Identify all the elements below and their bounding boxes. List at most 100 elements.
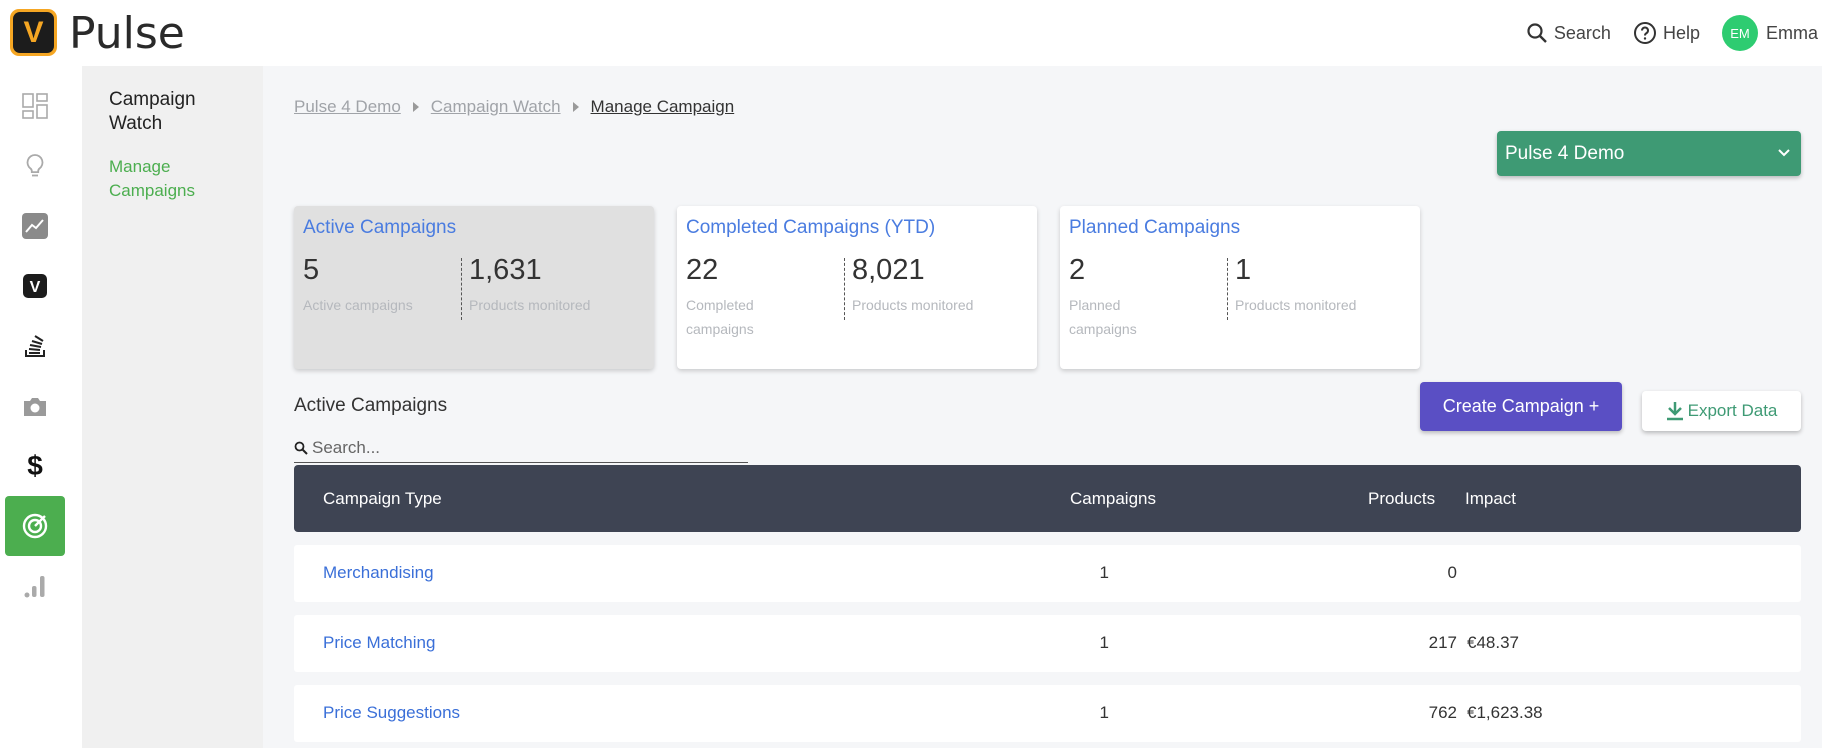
campaign-type-link[interactable]: Price Matching <box>323 633 436 652</box>
download-icon <box>1666 402 1683 421</box>
help-label: Help <box>1662 22 1700 43</box>
rail-stack[interactable] <box>5 316 65 376</box>
breadcrumb: Pulse 4 Demo Campaign Watch Manage Campa… <box>294 97 734 117</box>
rail-reports[interactable] <box>5 556 65 616</box>
export-data-button[interactable]: Export Data <box>1642 391 1801 431</box>
dollar-icon: $ <box>27 450 43 481</box>
help-button[interactable]: Help <box>1633 21 1700 45</box>
v-logo-icon: V <box>23 274 47 298</box>
breadcrumb-item-current[interactable]: Manage Campaign <box>590 97 735 116</box>
subnav-title: Campaign Watch <box>109 89 196 134</box>
stat-divider <box>461 258 462 320</box>
table-row: Price Suggestions 1 762 €1,623.38 <box>294 685 1801 742</box>
stat-value: 1,631 <box>469 254 542 286</box>
stat-label: Products monitored <box>1235 297 1357 313</box>
products-count: 217 <box>1428 633 1457 652</box>
card-stat-campaigns: 2 Planned campaigns <box>1069 254 1179 341</box>
stat-label: Products monitored <box>469 297 591 313</box>
stat-value: 22 <box>686 254 719 286</box>
stat-label: Completed campaigns <box>686 297 754 337</box>
card-stat-campaigns: 5 Active campaigns <box>303 254 433 317</box>
subnav-link-manage-campaigns[interactable]: Manage Campaigns <box>109 157 195 200</box>
stat-value: 5 <box>303 254 320 286</box>
camera-icon <box>24 398 46 416</box>
campaigns-count: 1 <box>1099 563 1109 582</box>
dashboard-icon <box>22 93 48 119</box>
rail-trends[interactable] <box>5 196 65 256</box>
header-actions: Search Help EM Emma <box>1504 14 1818 52</box>
column-header-campaign-type[interactable]: Campaign Type <box>323 489 442 508</box>
campaigns-count: 1 <box>1099 703 1109 722</box>
column-header-campaigns[interactable]: Campaigns <box>1070 489 1156 508</box>
stack-icon <box>25 335 45 357</box>
card-stat-products: 1 Products monitored <box>1235 254 1405 317</box>
main-content: Pulse 4 Demo Campaign Watch Manage Campa… <box>263 66 1822 748</box>
card-active-campaigns[interactable]: Active Campaigns 5 Active campaigns 1,63… <box>294 206 654 369</box>
stat-label: Planned campaigns <box>1069 297 1137 337</box>
target-icon <box>22 513 48 539</box>
breadcrumb-item-root[interactable]: Pulse 4 Demo <box>294 97 401 116</box>
search-button[interactable]: Search <box>1526 22 1611 44</box>
v-logo-letter: V <box>30 279 41 296</box>
campaign-search <box>294 433 748 463</box>
bar-chart-icon <box>24 576 45 598</box>
impact-value: €1,623.38 <box>1467 703 1543 722</box>
trend-chart-icon <box>22 213 48 239</box>
card-stat-products: 8,021 Products monitored <box>852 254 1022 317</box>
table-row: Price Matching 1 217 €48.37 <box>294 615 1801 672</box>
user-name: Emma <box>1765 22 1818 43</box>
app-logo[interactable]: V <box>10 9 57 56</box>
search-icon <box>1527 23 1547 43</box>
stat-label: Products monitored <box>852 297 974 313</box>
account-select-value: Pulse 4 Demo <box>1505 142 1625 164</box>
rail-pricing[interactable]: $ <box>5 436 65 496</box>
column-header-impact[interactable]: Impact <box>1465 489 1517 508</box>
table-header: Campaign Type Campaigns Products Impact <box>294 465 1801 532</box>
column-header-products[interactable]: Products <box>1368 489 1436 508</box>
card-stat-campaigns: 22 Completed campaigns <box>686 254 796 341</box>
rail-dashboard[interactable] <box>5 76 65 136</box>
campaign-watch-subnav: Campaign Watch Manage Campaigns <box>82 66 263 748</box>
rail-v-app[interactable]: V <box>5 256 65 316</box>
top-header: V Pulse Search Help EM Emma <box>0 0 1822 66</box>
section-title: Active Campaigns <box>294 395 448 416</box>
stat-divider <box>844 258 845 320</box>
breadcrumb-chevron-icon <box>412 102 419 112</box>
impact-value: €48.37 <box>1467 633 1519 652</box>
card-title: Active Campaigns <box>303 217 457 238</box>
card-stat-products: 1,631 Products monitored <box>469 254 639 317</box>
table-row: Merchandising 1 0 <box>294 545 1801 602</box>
stat-value: 8,021 <box>852 254 925 286</box>
app-title: Pulse <box>69 8 185 59</box>
stat-value: 1 <box>1235 254 1252 286</box>
stat-value: 2 <box>1069 254 1086 286</box>
campaigns-count: 1 <box>1099 633 1109 652</box>
products-count: 762 <box>1428 703 1457 722</box>
search-input[interactable] <box>312 437 732 458</box>
rail-camera[interactable] <box>5 376 65 436</box>
account-select[interactable]: Pulse 4 Demo <box>1497 131 1801 176</box>
export-data-label: Export Data <box>1687 401 1778 420</box>
rail-insights[interactable] <box>5 136 65 196</box>
logo-letter: V <box>13 12 54 53</box>
campaign-type-link[interactable]: Merchandising <box>323 563 434 582</box>
breadcrumb-chevron-icon <box>572 102 579 112</box>
search-icon <box>294 441 308 455</box>
user-menu[interactable]: EM Emma <box>1721 15 1818 51</box>
help-icon <box>1633 22 1656 44</box>
search-label: Search <box>1553 22 1611 43</box>
avatar: EM <box>1721 15 1758 51</box>
create-campaign-button[interactable]: Create Campaign + <box>1420 382 1622 431</box>
campaign-type-link[interactable]: Price Suggestions <box>323 703 461 722</box>
card-planned-campaigns[interactable]: Planned Campaigns 2 Planned campaigns 1 … <box>1060 206 1420 369</box>
left-rail: V $ <box>0 66 82 748</box>
lightbulb-icon <box>26 154 44 177</box>
stat-label: Active campaigns <box>303 297 413 313</box>
rail-campaign-watch[interactable] <box>5 496 65 556</box>
chevron-down-icon <box>1778 149 1790 157</box>
stat-divider <box>1227 258 1228 320</box>
products-count: 0 <box>1447 563 1457 582</box>
card-title: Planned Campaigns <box>1069 217 1241 238</box>
card-completed-campaigns[interactable]: Completed Campaigns (YTD) 22 Completed c… <box>677 206 1037 369</box>
breadcrumb-item-campaign-watch[interactable]: Campaign Watch <box>430 97 561 116</box>
